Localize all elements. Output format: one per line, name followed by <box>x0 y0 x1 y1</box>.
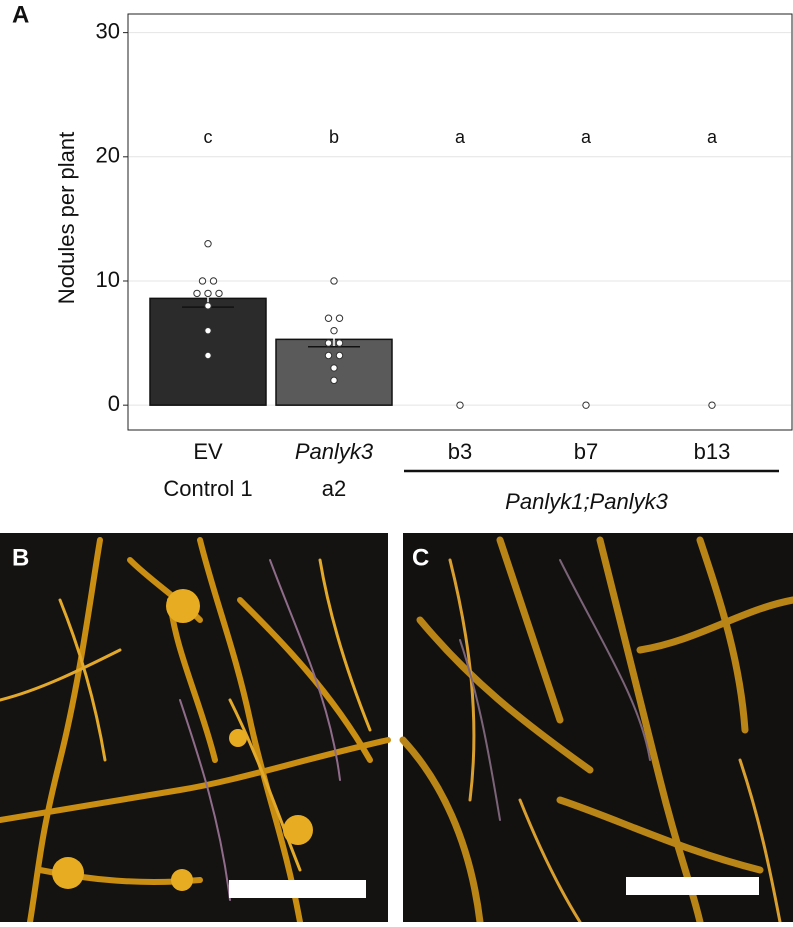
data-point <box>335 351 344 360</box>
data-point <box>204 289 212 298</box>
y-tick-label: 20 <box>96 143 120 168</box>
data-point <box>193 289 201 298</box>
x-tick-label: b7 <box>574 439 598 464</box>
data-point <box>215 289 223 298</box>
bar <box>149 297 267 406</box>
significance-letter: a <box>707 127 718 147</box>
data-point <box>324 339 333 347</box>
bar <box>275 338 393 406</box>
x-tick-label: a2 <box>322 476 346 501</box>
y-tick-label: 30 <box>96 18 120 43</box>
data-point <box>324 314 333 322</box>
data-point <box>456 401 464 409</box>
photo-c: C <box>399 533 793 926</box>
panel-label: A <box>12 1 29 28</box>
significance-letter: a <box>581 127 592 147</box>
data-point <box>324 351 333 360</box>
x-tick-label: Panlyk3 <box>295 439 374 464</box>
data-point <box>330 364 338 372</box>
data-point <box>209 277 218 285</box>
group-label: Panlyk1;Panlyk3 <box>505 489 668 514</box>
data-point <box>204 302 212 310</box>
data-point <box>198 277 207 285</box>
data-point <box>582 401 590 409</box>
panel-label: C <box>412 544 429 571</box>
x-tick-label: b3 <box>448 439 472 464</box>
panel-label: B <box>12 544 29 571</box>
x-tick-label: EV <box>193 439 223 464</box>
data-point <box>330 326 338 335</box>
data-point <box>330 277 338 285</box>
data-point <box>204 240 212 248</box>
y-tick-label: 0 <box>108 391 120 416</box>
significance-letter: b <box>329 127 339 147</box>
photo-b: B <box>0 533 391 925</box>
data-point <box>204 351 212 360</box>
data-point <box>335 339 344 347</box>
data-point <box>335 314 344 322</box>
data-point <box>204 326 212 335</box>
significance-letter: c <box>204 127 213 147</box>
data-point <box>330 376 338 385</box>
data-point <box>708 401 716 409</box>
y-tick-label: 10 <box>96 267 120 292</box>
significance-letter: a <box>455 127 466 147</box>
x-tick-label: Control 1 <box>163 476 252 501</box>
y-axis-title: Nodules per plant <box>54 132 79 304</box>
x-tick-label: b13 <box>694 439 731 464</box>
